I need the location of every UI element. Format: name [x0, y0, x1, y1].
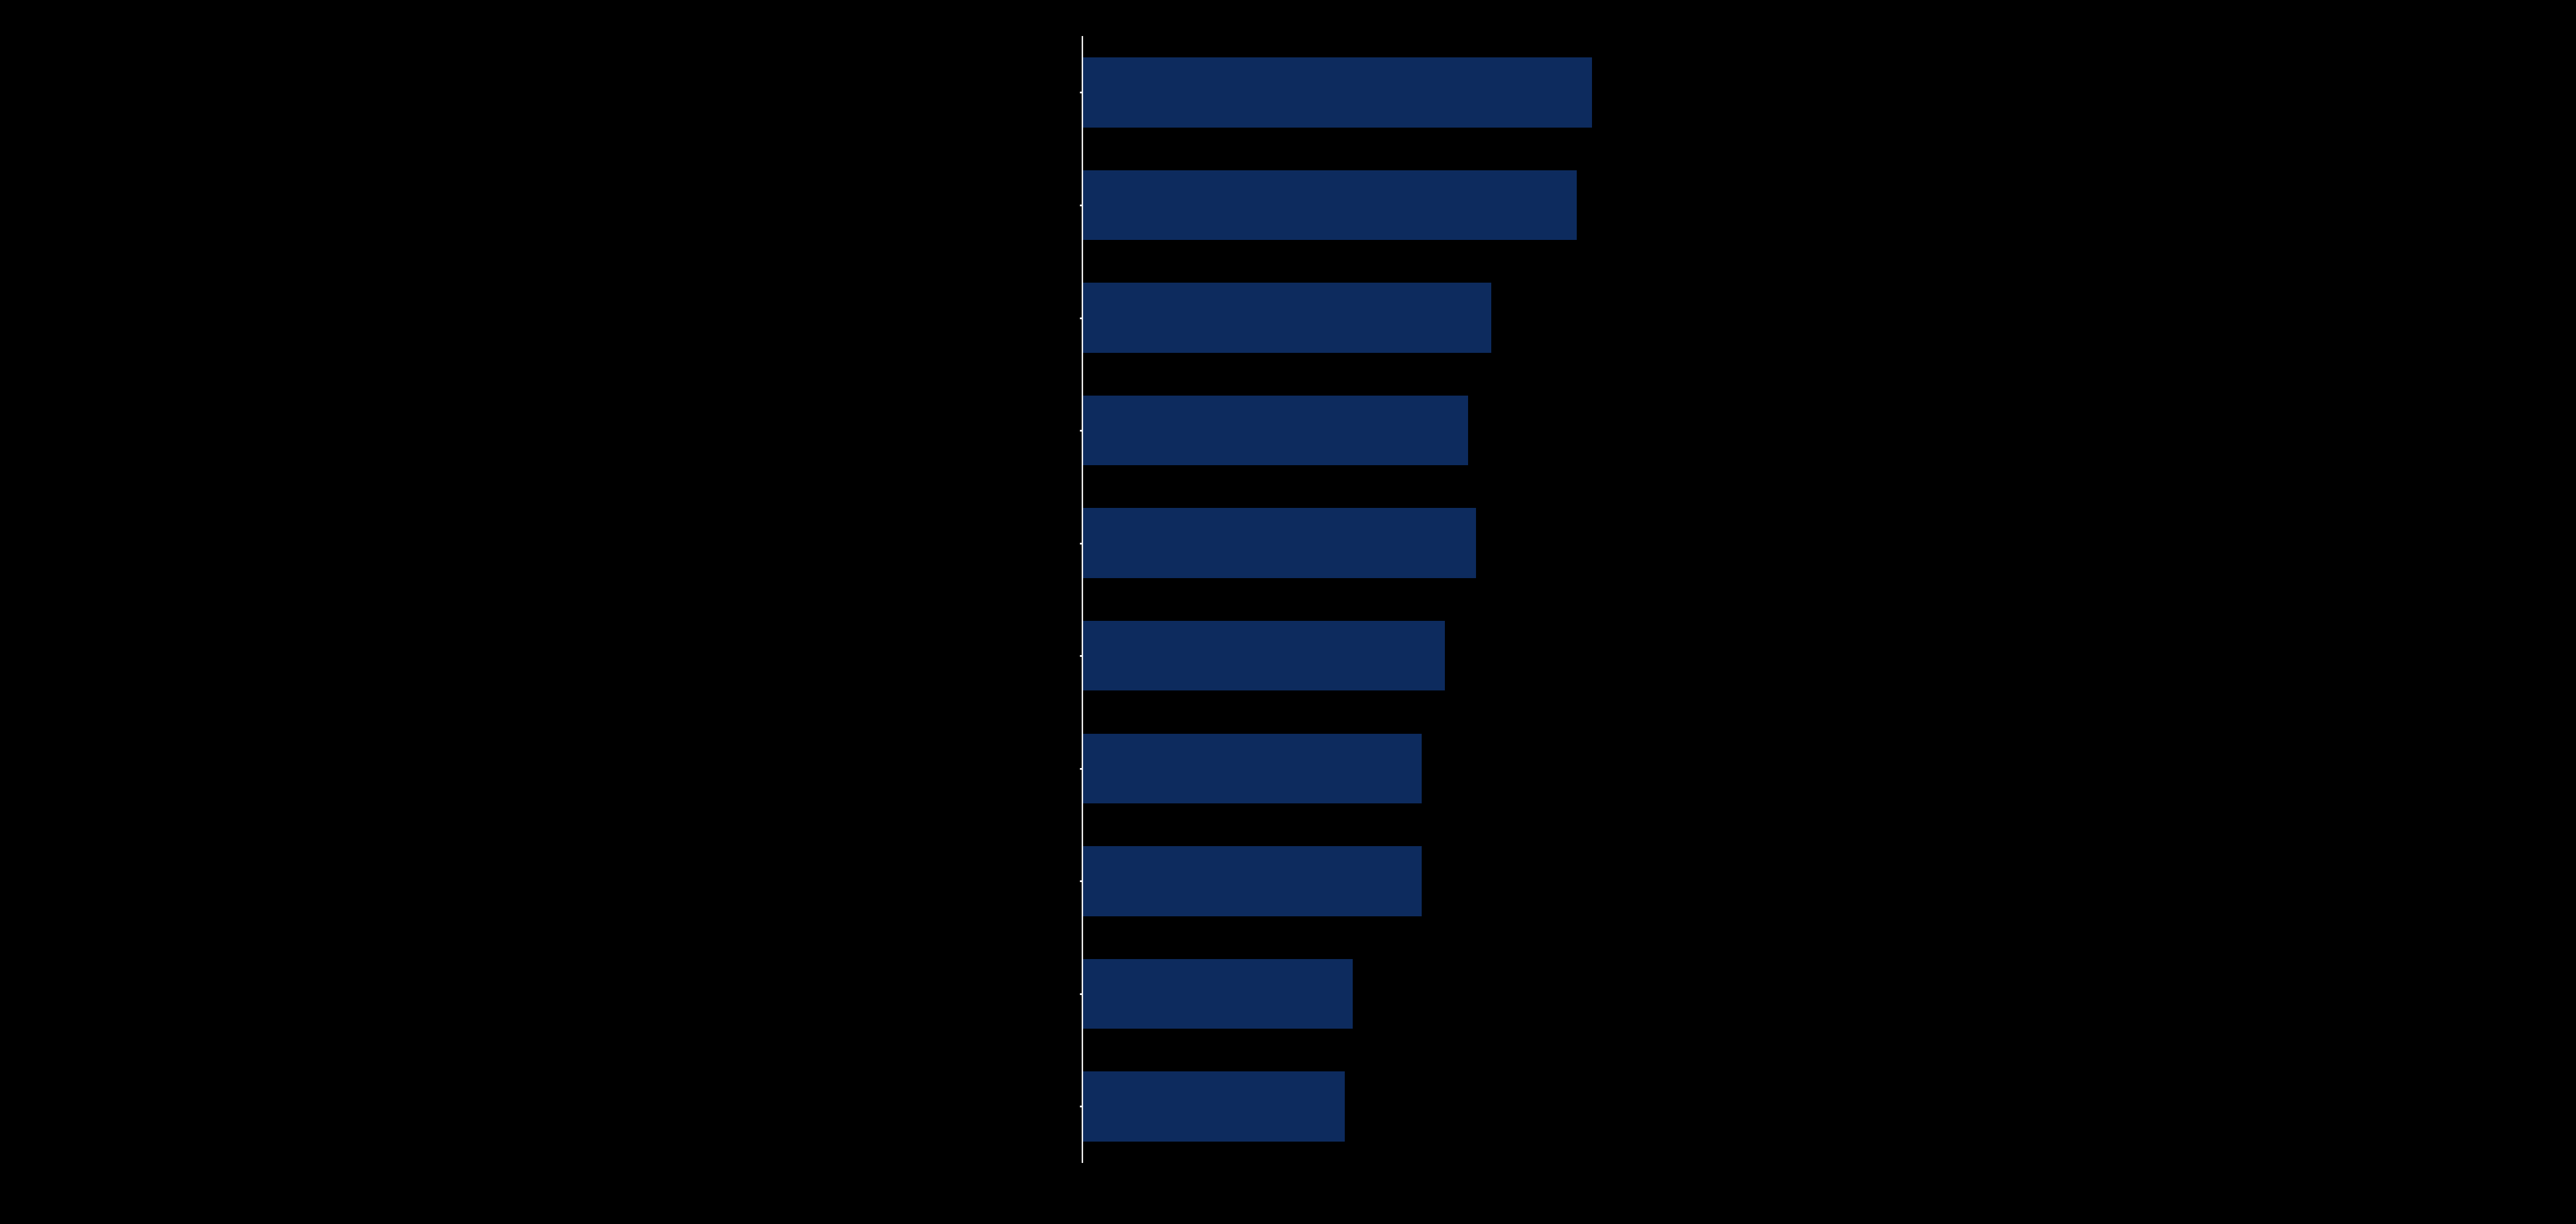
Bar — [1082, 1071, 1345, 1142]
Bar — [1082, 958, 1352, 1029]
Bar — [1082, 58, 1592, 129]
Bar — [1082, 733, 1422, 804]
Bar — [1082, 621, 1445, 692]
Bar — [1082, 170, 1577, 241]
Bar — [1082, 846, 1422, 917]
Bar — [1082, 508, 1476, 579]
Bar — [1082, 395, 1468, 466]
Bar — [1082, 283, 1492, 354]
